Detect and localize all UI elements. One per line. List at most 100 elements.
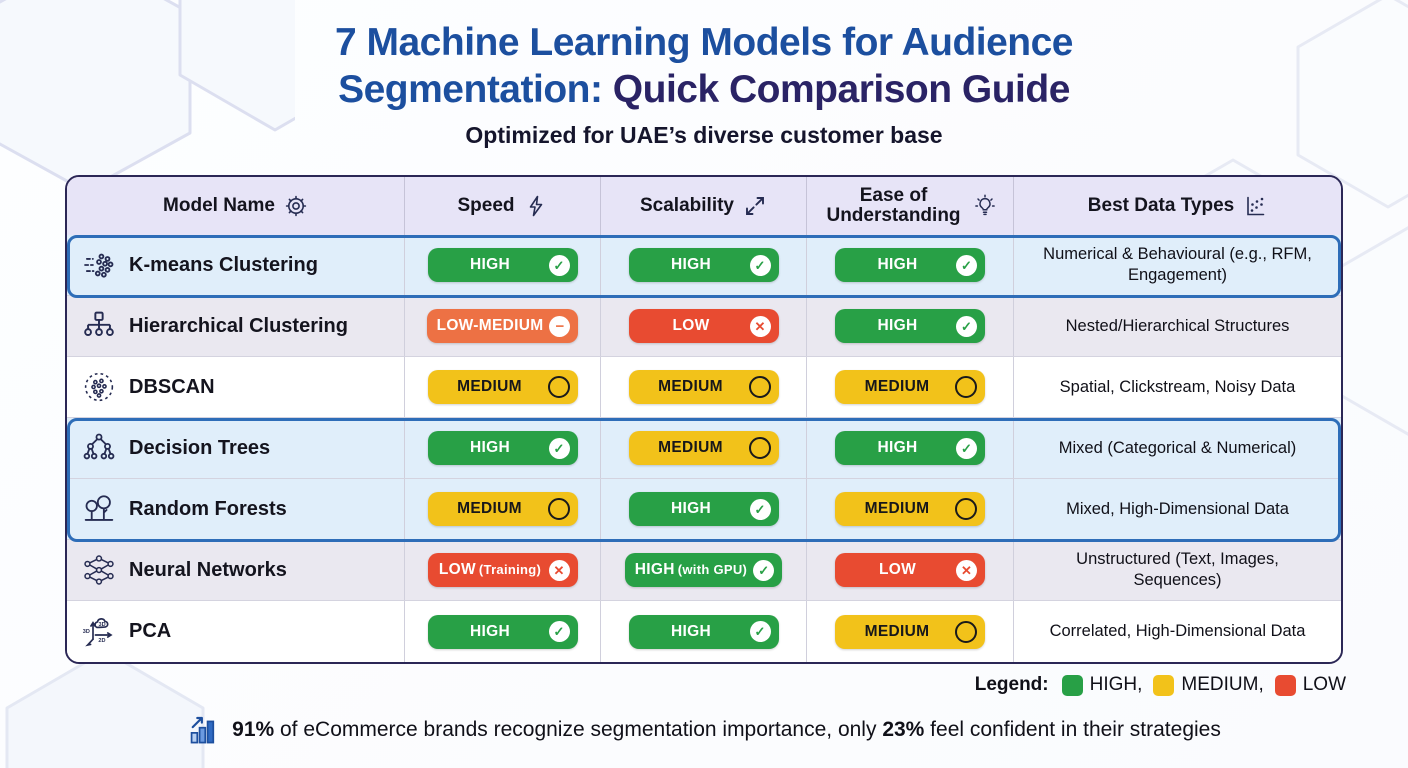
speed-cell: LOW (Training) ✕ — [404, 540, 600, 600]
model-cell: 3D 3D 2D PCA — [67, 601, 404, 662]
rating-badge-high: HIGH ✓ — [835, 431, 985, 465]
empty-circle-icon — [748, 437, 771, 459]
empty-circle-icon — [547, 376, 570, 398]
speed-cell: MEDIUM — [404, 357, 600, 417]
check-circle-icon: ✓ — [956, 254, 977, 276]
column-header-label: Scalability — [640, 195, 734, 217]
scalability-cell: MEDIUM — [600, 418, 806, 478]
rating-badge-high: HIGH ✓ — [628, 248, 779, 282]
cross-circle-icon: ✕ — [548, 559, 570, 581]
scatter-chart-icon — [1243, 194, 1267, 218]
badge-label: HIGH — [671, 500, 711, 517]
badge-label: MEDIUM — [864, 622, 930, 640]
badge-label: MEDIUM — [457, 378, 522, 395]
check-circle-icon: ✓ — [749, 254, 771, 276]
data-types-cell: Unstructured (Text, Images, Sequences) — [1013, 540, 1341, 600]
model-name: DBSCAN — [129, 375, 215, 398]
model-name: PCA — [129, 620, 172, 642]
empty-circle-icon — [955, 498, 977, 520]
rating-badge-medium: MEDIUM — [835, 370, 985, 404]
rating-badge-high: HIGH ✓ — [628, 614, 779, 649]
ease-cell: HIGH ✓ — [806, 235, 1013, 295]
model-name: Decision Trees — [129, 436, 271, 459]
badge-label: LOW-MEDIUM — [436, 317, 544, 334]
data-types-cell: Correlated, High-Dimensional Data — [1013, 601, 1341, 662]
column-header-label: Ease of Understanding — [826, 185, 961, 226]
data-types-cell: Mixed, High-Dimensional Data — [1013, 479, 1341, 539]
data-types-cell: Numerical & Behavioural (e.g., RFM, Enga… — [1013, 235, 1341, 295]
column-header-label: Model Name — [163, 195, 275, 217]
speed-cell: LOW-MEDIUM − — [404, 296, 600, 356]
check-circle-icon: ✓ — [749, 621, 771, 642]
check-circle-icon: ✓ — [753, 559, 775, 581]
legend-swatch-high — [1061, 674, 1083, 696]
table-row-random-forests: Random Forests MEDIUM HIGH ✓ MEDIUM Mixed, Hi… — [67, 479, 1341, 540]
table-row-k-means-clustering: K-means Clustering HIGH ✓ HIGH ✓ HIGH ✓ Numeric… — [67, 235, 1341, 296]
speed-cell: HIGH ✓ — [404, 418, 600, 478]
table-row-neural-networks: Neural Networks LOW (Training) ✕ HIGH (with G… — [67, 540, 1341, 601]
rating-badge-high: HIGH ✓ — [427, 248, 578, 282]
badge-label: MEDIUM — [658, 378, 723, 395]
rating-badge-medium: MEDIUM — [628, 431, 779, 465]
check-circle-icon: ✓ — [956, 315, 977, 337]
empty-circle-icon — [955, 620, 977, 643]
legend-swatch-low — [1274, 674, 1296, 696]
gear-icon — [284, 194, 308, 218]
data-types-cell: Mixed (Categorical & Numerical) — [1013, 418, 1341, 478]
subtitle: Optimized for UAE’s diverse customer bas… — [465, 121, 943, 148]
legend-item-medium: MEDIUM, — [1153, 674, 1264, 696]
empty-circle-icon — [547, 498, 570, 520]
rating-badge-high: HIGH ✓ — [427, 431, 578, 465]
legend-label: LOW — [1302, 674, 1346, 695]
table-row-hierarchical-clustering: Hierarchical Clustering LOW-MEDIUM − LOW ✕ HI… — [67, 296, 1341, 357]
badge-label: LOW — [878, 561, 917, 578]
rating-badge-medium: MEDIUM — [628, 370, 779, 404]
badge-label: HIGH — [671, 622, 711, 640]
badge-suffix: (with GPU) — [677, 562, 748, 577]
rating-badge-medium: MEDIUM — [835, 614, 985, 649]
model-cell: Neural Networks — [67, 540, 404, 600]
scalability-cell: HIGH ✓ — [600, 479, 806, 539]
legend-swatch-medium — [1153, 674, 1175, 696]
badge-label: HIGH — [470, 439, 510, 456]
badge-label: HIGH — [470, 256, 510, 273]
table-header-row: Model Name Speed Scalability Ease of Unders… — [67, 177, 1341, 235]
statistic-text: 91% of eCommerce brands recognize segmen… — [232, 718, 1221, 742]
table-row-decision-trees: Decision Trees HIGH ✓ MEDIUM HIGH ✓ Mixed (Cat… — [67, 418, 1341, 479]
legend-label: MEDIUM, — [1181, 674, 1264, 695]
model-name: K-means Clustering — [129, 253, 318, 276]
model-name: Random Forests — [129, 497, 287, 520]
badge-label: HIGH — [877, 256, 918, 273]
empty-circle-icon — [748, 376, 771, 398]
model-cell: Random Forests — [67, 479, 404, 539]
badge-label: HIGH — [671, 256, 711, 273]
scalability-cell: LOW ✕ — [600, 296, 806, 356]
lightning-icon — [524, 194, 548, 218]
header: 7 Machine Learning Models for Audience S… — [0, 20, 1408, 149]
rating-badge-high: HIGH ✓ — [835, 248, 985, 282]
check-circle-icon: ✓ — [956, 437, 977, 459]
decision-tree-icon — [81, 430, 117, 466]
stat-text-fragment: of eCommerce brands recognize segmentati… — [274, 718, 883, 741]
scalability-cell: MEDIUM — [600, 357, 806, 417]
rating-badge-low: LOW (Training) ✕ — [427, 553, 578, 587]
scalability-cell: HIGH ✓ — [600, 601, 806, 662]
column-header-scalability: Scalability — [600, 177, 806, 235]
check-circle-icon: ✓ — [548, 437, 570, 459]
badge-label: LOW (Training) — [438, 561, 542, 578]
rating-badge-high: HIGH ✓ — [427, 614, 578, 649]
random-forest-icon — [81, 491, 117, 527]
badge-label: MEDIUM — [658, 439, 723, 456]
title-line1: 7 Machine Learning Models for Audience — [334, 21, 1074, 64]
column-header-label: Speed — [457, 195, 515, 217]
badge-label: HIGH (with GPU) — [634, 561, 748, 578]
badge-label: MEDIUM — [864, 500, 930, 517]
column-header-speed: Speed — [404, 177, 600, 235]
cross-circle-icon: ✕ — [956, 559, 977, 581]
legend-item-low: LOW — [1274, 674, 1346, 696]
title-line2-blue: Segmentation: — [338, 67, 603, 111]
ease-cell: LOW ✕ — [806, 540, 1013, 600]
check-circle-icon: ✓ — [548, 254, 570, 276]
ease-cell: HIGH ✓ — [806, 296, 1013, 356]
table-body: K-means Clustering HIGH ✓ HIGH ✓ HIGH ✓ Numeric… — [67, 235, 1341, 662]
